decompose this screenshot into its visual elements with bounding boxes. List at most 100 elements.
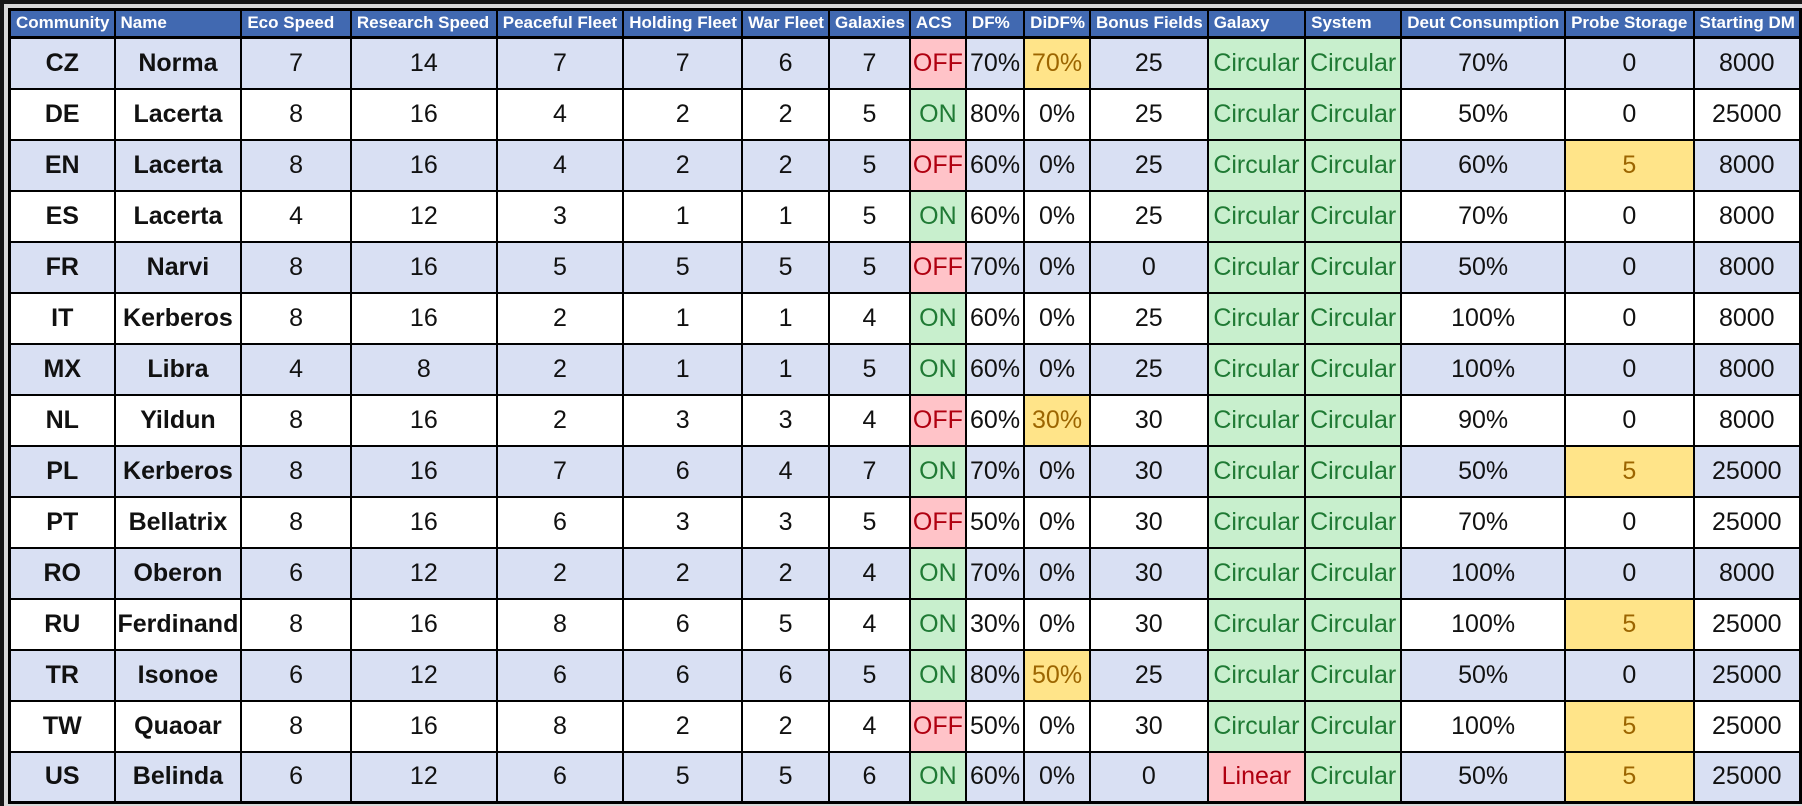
cell-eco_speed[interactable]: 6 — [240, 546, 352, 600]
cell-starting_dm[interactable]: 8000 — [1692, 138, 1802, 192]
cell-starting_dm[interactable]: 25000 — [1692, 699, 1802, 753]
cell-deut_consumption[interactable]: 50% — [1400, 444, 1567, 498]
cell-system[interactable]: Circular — [1304, 240, 1403, 294]
cell-holding_fleet[interactable]: 3 — [622, 495, 744, 549]
cell-system[interactable]: Circular — [1304, 444, 1403, 498]
cell-bonus_fields[interactable]: 25 — [1088, 189, 1209, 243]
cell-galaxy[interactable]: Circular — [1206, 699, 1307, 753]
cell-eco_speed[interactable]: 8 — [240, 699, 352, 753]
cell-eco_speed[interactable]: 8 — [240, 495, 352, 549]
cell-community[interactable]: IT — [8, 291, 116, 345]
cell-system[interactable]: Circular — [1304, 138, 1403, 192]
cell-df[interactable]: 80% — [964, 87, 1026, 141]
cell-war_fleet[interactable]: 2 — [741, 546, 830, 600]
cell-deut_consumption[interactable]: 50% — [1400, 648, 1567, 702]
cell-system[interactable]: Circular — [1304, 495, 1403, 549]
cell-bonus_fields[interactable]: 25 — [1088, 87, 1209, 141]
cell-probe_storage[interactable]: 5 — [1564, 444, 1695, 498]
column-header-df[interactable]: DF% — [964, 8, 1026, 39]
cell-galaxies[interactable]: 4 — [827, 597, 911, 651]
cell-eco_speed[interactable]: 8 — [240, 597, 352, 651]
cell-acs[interactable]: ON — [908, 87, 967, 141]
cell-starting_dm[interactable]: 8000 — [1692, 189, 1802, 243]
cell-probe_storage[interactable]: 0 — [1564, 393, 1695, 447]
cell-war_fleet[interactable]: 3 — [741, 495, 830, 549]
column-header-peaceful_fleet[interactable]: Peaceful Fleet — [495, 8, 625, 39]
cell-galaxies[interactable]: 7 — [827, 444, 911, 498]
cell-name[interactable]: Ferdinand — [113, 597, 243, 651]
cell-peaceful_fleet[interactable]: 5 — [495, 240, 625, 294]
cell-peaceful_fleet[interactable]: 2 — [495, 393, 625, 447]
column-header-name[interactable]: Name — [113, 8, 243, 39]
cell-didf[interactable]: 0% — [1023, 699, 1091, 753]
cell-didf[interactable]: 0% — [1023, 546, 1091, 600]
cell-didf[interactable]: 0% — [1023, 291, 1091, 345]
cell-holding_fleet[interactable]: 1 — [622, 291, 744, 345]
cell-name[interactable]: Quaoar — [113, 699, 243, 753]
cell-probe_storage[interactable]: 5 — [1564, 138, 1695, 192]
cell-acs[interactable]: ON — [908, 597, 967, 651]
cell-holding_fleet[interactable]: 6 — [622, 648, 744, 702]
cell-peaceful_fleet[interactable]: 2 — [495, 291, 625, 345]
cell-holding_fleet[interactable]: 2 — [622, 546, 744, 600]
cell-peaceful_fleet[interactable]: 4 — [495, 87, 625, 141]
column-header-acs[interactable]: ACS — [908, 8, 967, 39]
cell-war_fleet[interactable]: 2 — [741, 138, 830, 192]
cell-galaxy[interactable]: Circular — [1206, 240, 1307, 294]
cell-galaxies[interactable]: 5 — [827, 342, 911, 396]
cell-didf[interactable]: 0% — [1023, 138, 1091, 192]
cell-acs[interactable]: ON — [908, 189, 967, 243]
cell-war_fleet[interactable]: 2 — [741, 87, 830, 141]
cell-galaxies[interactable]: 5 — [827, 87, 911, 141]
cell-research_speed[interactable]: 12 — [349, 750, 498, 804]
cell-galaxy[interactable]: Circular — [1206, 342, 1307, 396]
cell-name[interactable]: Isonoe — [113, 648, 243, 702]
column-header-research_speed[interactable]: Research Speed — [349, 8, 498, 39]
cell-research_speed[interactable]: 12 — [349, 648, 498, 702]
cell-system[interactable]: Circular — [1304, 393, 1403, 447]
cell-didf[interactable]: 30% — [1023, 393, 1091, 447]
cell-df[interactable]: 60% — [964, 138, 1026, 192]
column-header-system[interactable]: System — [1304, 8, 1403, 39]
cell-research_speed[interactable]: 8 — [349, 342, 498, 396]
cell-community[interactable]: MX — [8, 342, 116, 396]
cell-didf[interactable]: 0% — [1023, 87, 1091, 141]
cell-name[interactable]: Lacerta — [113, 87, 243, 141]
cell-eco_speed[interactable]: 4 — [240, 342, 352, 396]
cell-community[interactable]: TW — [8, 699, 116, 753]
cell-bonus_fields[interactable]: 0 — [1088, 750, 1209, 804]
cell-probe_storage[interactable]: 0 — [1564, 546, 1695, 600]
cell-galaxies[interactable]: 4 — [827, 393, 911, 447]
cell-bonus_fields[interactable]: 25 — [1088, 648, 1209, 702]
cell-didf[interactable]: 0% — [1023, 189, 1091, 243]
cell-starting_dm[interactable]: 25000 — [1692, 495, 1802, 549]
cell-acs[interactable]: ON — [908, 342, 967, 396]
cell-starting_dm[interactable]: 25000 — [1692, 87, 1802, 141]
cell-system[interactable]: Circular — [1304, 189, 1403, 243]
cell-holding_fleet[interactable]: 3 — [622, 393, 744, 447]
cell-deut_consumption[interactable]: 100% — [1400, 546, 1567, 600]
cell-deut_consumption[interactable]: 100% — [1400, 342, 1567, 396]
cell-galaxies[interactable]: 5 — [827, 240, 911, 294]
cell-acs[interactable]: OFF — [908, 36, 967, 90]
cell-df[interactable]: 60% — [964, 189, 1026, 243]
cell-acs[interactable]: OFF — [908, 240, 967, 294]
cell-starting_dm[interactable]: 8000 — [1692, 546, 1802, 600]
cell-deut_consumption[interactable]: 70% — [1400, 36, 1567, 90]
cell-name[interactable]: Lacerta — [113, 138, 243, 192]
cell-system[interactable]: Circular — [1304, 699, 1403, 753]
cell-didf[interactable]: 0% — [1023, 495, 1091, 549]
cell-system[interactable]: Circular — [1304, 546, 1403, 600]
cell-starting_dm[interactable]: 25000 — [1692, 444, 1802, 498]
cell-bonus_fields[interactable]: 25 — [1088, 291, 1209, 345]
cell-deut_consumption[interactable]: 60% — [1400, 138, 1567, 192]
cell-name[interactable]: Kerberos — [113, 291, 243, 345]
cell-bonus_fields[interactable]: 30 — [1088, 495, 1209, 549]
cell-name[interactable]: Belinda — [113, 750, 243, 804]
cell-name[interactable]: Bellatrix — [113, 495, 243, 549]
cell-didf[interactable]: 0% — [1023, 750, 1091, 804]
cell-community[interactable]: NL — [8, 393, 116, 447]
cell-community[interactable]: CZ — [8, 36, 116, 90]
cell-war_fleet[interactable]: 1 — [741, 342, 830, 396]
cell-deut_consumption[interactable]: 100% — [1400, 597, 1567, 651]
